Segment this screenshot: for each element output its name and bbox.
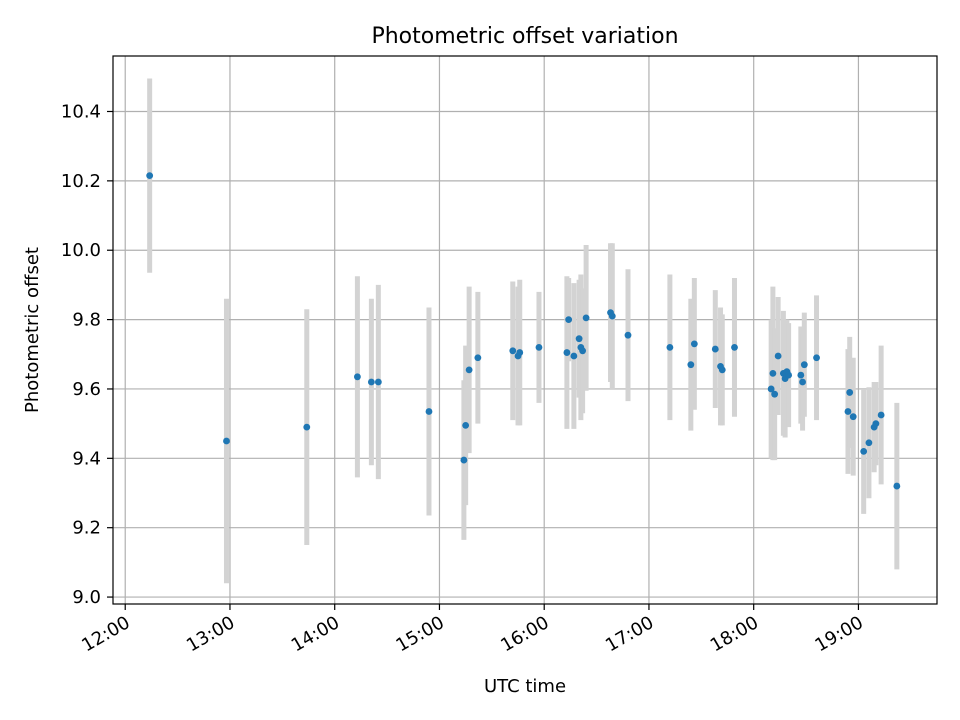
y-axis-label: Photometric offset <box>22 247 43 413</box>
y-tick-label: 9.2 <box>72 518 101 539</box>
data-point <box>771 390 779 398</box>
data-point <box>303 423 311 431</box>
data-point <box>570 352 578 360</box>
data-point <box>797 371 805 379</box>
data-point <box>844 408 852 415</box>
data-point <box>460 456 468 464</box>
y-tick-label: 9.8 <box>72 310 101 331</box>
y-tick-label: 9.4 <box>72 448 101 469</box>
data-point <box>474 354 482 362</box>
data-point <box>565 316 573 323</box>
data-point <box>535 343 543 351</box>
data-point <box>582 314 590 322</box>
data-point <box>774 352 782 360</box>
data-point <box>800 361 808 369</box>
data-point <box>465 366 473 374</box>
data-point <box>146 172 154 180</box>
data-point <box>575 335 583 343</box>
y-tick-label: 9.6 <box>72 379 101 400</box>
data-point <box>849 413 857 421</box>
point-layer <box>146 172 901 490</box>
data-point <box>769 369 777 377</box>
data-point <box>799 378 806 386</box>
data-point <box>608 312 616 320</box>
data-point <box>893 482 901 490</box>
data-point <box>813 354 820 362</box>
data-point <box>354 373 361 381</box>
data-point <box>731 343 738 351</box>
data-point <box>785 371 793 379</box>
chart-title: Photometric offset variation <box>371 24 678 49</box>
data-point <box>718 366 726 374</box>
data-point <box>462 421 470 429</box>
data-point <box>223 437 230 445</box>
data-point <box>579 347 587 355</box>
grid-layer <box>113 56 937 604</box>
data-point <box>509 347 517 355</box>
y-tick-label: 10.2 <box>61 171 101 192</box>
x-axis-label: UTC time <box>484 676 566 697</box>
y-tick-label: 9.0 <box>72 587 101 608</box>
data-point <box>690 340 698 348</box>
data-point <box>711 345 719 353</box>
data-point <box>687 361 695 369</box>
plot-frame <box>112 55 938 605</box>
data-point <box>846 389 854 396</box>
data-point <box>374 378 382 386</box>
data-point <box>666 343 674 351</box>
y-tick-label: 10.4 <box>61 101 101 122</box>
data-point <box>563 349 571 356</box>
data-point <box>872 420 880 428</box>
data-point <box>767 385 775 393</box>
data-point <box>367 378 375 386</box>
data-point <box>860 447 868 455</box>
data-point <box>865 439 873 447</box>
data-point <box>877 411 885 419</box>
data-point <box>624 331 632 339</box>
data-point <box>516 349 524 356</box>
data-point <box>425 408 433 415</box>
y-tick-label: 10.0 <box>61 240 101 261</box>
